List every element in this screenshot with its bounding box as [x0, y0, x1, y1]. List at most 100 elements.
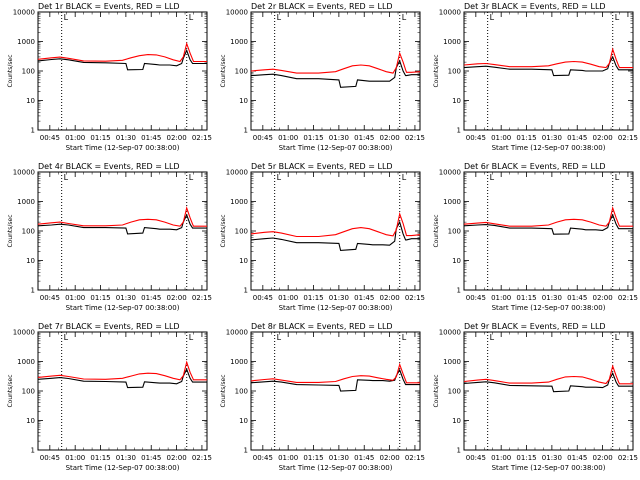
x-tick-label: 01:00: [65, 134, 85, 142]
marker-label: L: [402, 173, 407, 182]
series-events-line: [37, 48, 207, 71]
x-tick-label: 02:00: [166, 294, 186, 302]
y-tick-label: 1000: [443, 198, 461, 206]
marker-label: L: [490, 173, 495, 182]
x-tick-label: 02:15: [192, 454, 212, 462]
y-tick-label: 1: [457, 447, 461, 455]
y-tick-label: 1: [31, 447, 35, 455]
y-axis-label: Counts/sec: [433, 374, 440, 407]
y-tick-label: 1: [244, 287, 248, 295]
x-tick-label: 01:45: [354, 294, 374, 302]
x-tick-label: 02:00: [592, 134, 612, 142]
x-tick-label: 01:00: [491, 294, 511, 302]
marker-label: L: [490, 333, 495, 342]
x-tick-label: 02:15: [405, 454, 425, 462]
x-tick-label: 01:45: [567, 134, 587, 142]
x-tick-label: 02:15: [405, 294, 425, 302]
x-tick-label: 02:00: [166, 134, 186, 142]
panel-title: Det 8r BLACK = Events, RED = LLD: [251, 322, 393, 331]
y-axis-label: Counts/sec: [433, 54, 440, 87]
x-tick-label: 01:15: [303, 294, 323, 302]
x-tick-label: 01:15: [303, 454, 323, 462]
y-tick-label: 10: [239, 417, 248, 425]
x-tick-label: 01:30: [116, 294, 136, 302]
x-tick-label: 00:45: [40, 294, 60, 302]
panel-title: Det 6r BLACK = Events, RED = LLD: [464, 162, 606, 171]
x-tick-label: 02:00: [592, 454, 612, 462]
x-tick-label: 01:00: [65, 454, 85, 462]
x-axis-label: Start Time (12-Sep-07 00:38:00): [66, 464, 180, 472]
x-tick-label: 01:15: [303, 134, 323, 142]
marker-label: L: [615, 173, 620, 182]
y-tick-label: 1000: [230, 358, 248, 366]
marker-label: L: [64, 333, 69, 342]
detector-panel-9: Det 9r BLACK = Events, RED = LLD 1 10 100 10…: [433, 322, 638, 472]
y-axis-label: Counts/sec: [7, 374, 14, 407]
marker-label: L: [277, 13, 282, 22]
x-axis-label: Start Time (12-Sep-07 00:38:00): [279, 144, 393, 152]
y-tick-label: 100: [235, 68, 248, 76]
marker-label: L: [402, 13, 407, 22]
x-tick-label: 01:45: [354, 454, 374, 462]
series-lld-line: [463, 206, 633, 227]
y-tick-label: 1: [457, 287, 461, 295]
marker-label: L: [615, 333, 620, 342]
y-tick-label: 100: [235, 388, 248, 396]
detector-panel-8: Det 8r BLACK = Events, RED = LLD 1 10 100 10…: [220, 322, 425, 472]
series-events-line: [463, 55, 633, 77]
series-events-line: [250, 59, 420, 88]
x-tick-label: 02:15: [618, 454, 638, 462]
detector-panel-7: Det 7r BLACK = Events, RED = LLD 1 10 100 10…: [7, 322, 212, 472]
x-tick-label: 02:15: [618, 294, 638, 302]
x-tick-label: 01:30: [329, 134, 349, 142]
x-axis-label: Start Time (12-Sep-07 00:38:00): [492, 304, 606, 312]
x-tick-label: 02:00: [379, 454, 399, 462]
x-tick-label: 01:15: [90, 134, 110, 142]
x-tick-label: 00:45: [40, 454, 60, 462]
panel-title: Det 9r BLACK = Events, RED = LLD: [464, 322, 606, 331]
series-lld-line: [463, 47, 633, 69]
plot-frame: [463, 331, 634, 451]
y-tick-label: 1: [244, 447, 248, 455]
y-tick-label: 10000: [13, 169, 35, 177]
y-tick-label: 1000: [17, 198, 35, 206]
x-tick-label: 01:45: [354, 134, 374, 142]
panel-title: Det 4r BLACK = Events, RED = LLD: [38, 162, 180, 171]
marker-label: L: [402, 333, 407, 342]
y-tick-label: 10000: [439, 169, 461, 177]
y-tick-label: 10000: [226, 329, 248, 337]
y-tick-label: 10000: [13, 329, 35, 337]
y-axis-label: Counts/sec: [220, 54, 227, 87]
y-axis-label: Counts/sec: [433, 214, 440, 247]
marker-label: L: [277, 333, 282, 342]
y-tick-label: 1: [244, 127, 248, 135]
series-lld-line: [250, 51, 421, 74]
detector-panel-2: Det 2r BLACK = Events, RED = LLD 1 10 100 10…: [220, 2, 425, 152]
x-tick-label: 01:30: [329, 454, 349, 462]
panel-title: Det 2r BLACK = Events, RED = LLD: [251, 2, 393, 11]
series-lld-line: [37, 206, 207, 227]
x-axis-label: Start Time (12-Sep-07 00:38:00): [66, 144, 180, 152]
x-tick-label: 01:30: [542, 294, 562, 302]
series-lld-line: [250, 211, 421, 238]
x-axis-label: Start Time (12-Sep-07 00:38:00): [279, 464, 393, 472]
detector-panel-6: Det 6r BLACK = Events, RED = LLD 1 10 100 10…: [433, 162, 638, 312]
x-tick-label: 01:15: [516, 454, 536, 462]
plot-frame: [463, 11, 634, 131]
y-tick-label: 1000: [443, 358, 461, 366]
y-tick-label: 10000: [13, 9, 35, 17]
y-tick-label: 1: [31, 287, 35, 295]
x-tick-label: 02:00: [379, 294, 399, 302]
x-axis-label: Start Time (12-Sep-07 00:38:00): [492, 464, 606, 472]
series-lld-line: [250, 362, 420, 384]
x-tick-label: 01:45: [567, 294, 587, 302]
panel-title: Det 7r BLACK = Events, RED = LLD: [38, 322, 180, 331]
x-tick-label: 01:45: [567, 454, 587, 462]
x-tick-label: 01:00: [278, 454, 298, 462]
plot-frame: [250, 171, 421, 291]
x-tick-label: 00:45: [253, 454, 273, 462]
series-events-line: [250, 368, 420, 392]
x-tick-label: 00:45: [466, 294, 486, 302]
plot-frame: [250, 331, 421, 451]
y-tick-label: 10000: [439, 9, 461, 17]
